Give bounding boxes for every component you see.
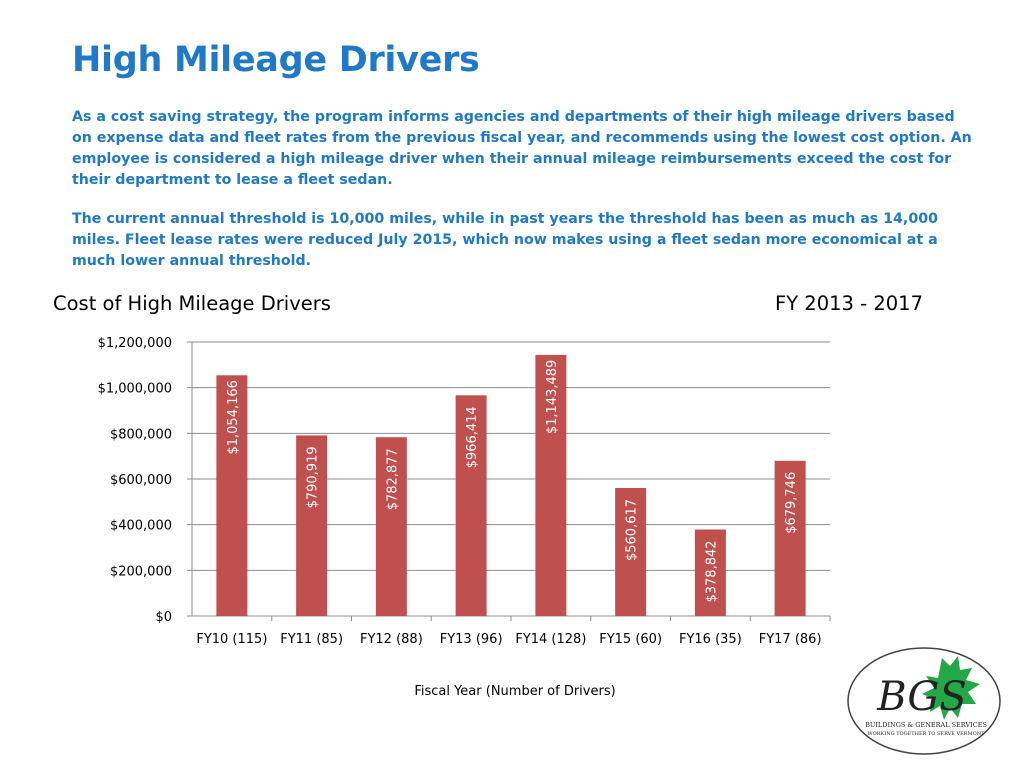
- x-tick-label: FY13 (96): [440, 632, 503, 647]
- chart-period: FY 2013 - 2017: [774, 292, 923, 315]
- y-tick-label: $1,000,000: [98, 382, 172, 397]
- bar: [774, 460, 806, 616]
- data-label: $1,054,166: [226, 380, 241, 454]
- bgs-name: BUILDINGS & GENERAL SERVICES: [865, 721, 987, 729]
- data-label: $782,877: [385, 448, 400, 510]
- y-tick-label: $800,000: [110, 427, 172, 442]
- intro-paragraph: As a cost saving strategy, the program i…: [72, 109, 972, 188]
- bgs-monogram: BGS: [876, 674, 967, 720]
- y-tick-label: $600,000: [110, 473, 172, 488]
- x-axis-title: Fiscal Year (Number of Drivers): [414, 684, 615, 699]
- bars: [216, 354, 806, 616]
- x-tick-label: FY14 (128): [515, 632, 586, 647]
- bar: [296, 435, 328, 616]
- data-label: $560,617: [625, 499, 640, 561]
- bar: [694, 529, 726, 616]
- data-label: $679,746: [784, 472, 799, 534]
- x-tick-label: FY10 (115): [196, 632, 267, 647]
- x-tick-label: FY17 (86): [759, 632, 822, 647]
- bgs-tagline: WORKING TOGETHER TO SERVE VERMONT: [868, 731, 986, 737]
- chart-heading: Cost of High Mileage Drivers: [53, 292, 331, 315]
- threshold-paragraph: The current annual threshold is 10,000 m…: [72, 211, 938, 269]
- vermont-leaf-icon: [922, 656, 980, 720]
- data-label: $790,919: [306, 446, 321, 508]
- data-label: $966,414: [465, 406, 480, 468]
- bar: [615, 487, 647, 616]
- x-tick-label: FY15 (60): [599, 632, 662, 647]
- x-tick-label: FY12 (88): [360, 632, 423, 647]
- y-tick-label: $200,000: [110, 564, 172, 579]
- bar: [375, 437, 407, 616]
- labels: $0 $200,000 $400,000 $600,000 $800,000 $1,000…: [98, 336, 822, 647]
- axes: [187, 341, 831, 621]
- data-label: $1,143,489: [545, 360, 560, 434]
- slide-title: High Mileage Drivers: [72, 40, 480, 80]
- bar: [216, 375, 248, 616]
- x-tick-label: FY11 (85): [280, 632, 343, 647]
- y-tick-label: $400,000: [110, 519, 172, 534]
- y-tick-label: $1,200,000: [98, 336, 172, 351]
- bar: [455, 395, 487, 616]
- gridlines: [192, 341, 830, 571]
- y-tick-label: $0: [155, 610, 172, 625]
- x-tick-label: FY16 (35): [679, 632, 742, 647]
- data-label: $378,842: [704, 540, 719, 602]
- bar: [535, 354, 567, 616]
- bgs-logo: BGS BUILDINGS & GENERAL SERVICES WORKING…: [847, 647, 1001, 755]
